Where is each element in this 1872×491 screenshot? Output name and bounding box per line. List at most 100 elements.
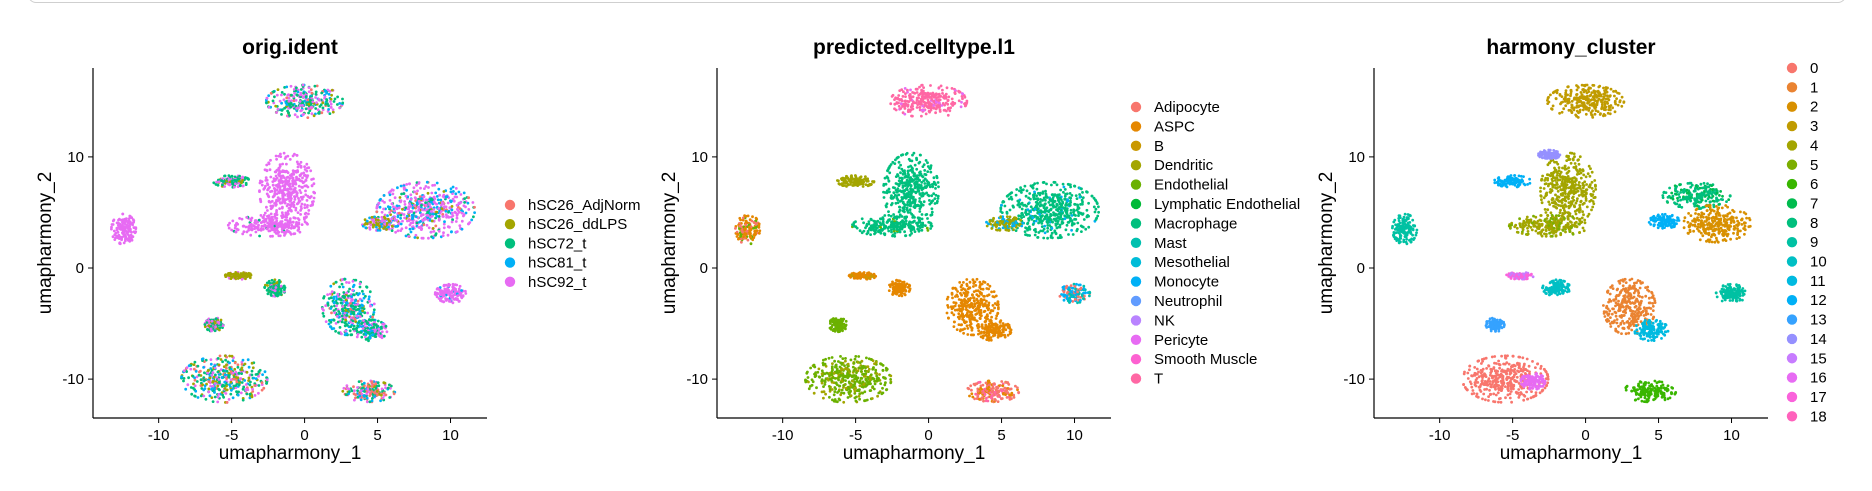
cluster-1	[882, 151, 940, 229]
data-point	[1073, 217, 1076, 221]
data-point	[329, 100, 332, 103]
data-point	[132, 219, 136, 223]
data-point	[227, 375, 231, 379]
data-point	[224, 358, 228, 362]
data-point	[397, 206, 401, 210]
data-point	[887, 213, 891, 217]
data-point	[907, 224, 910, 227]
data-point	[1069, 199, 1072, 203]
data-point	[228, 221, 232, 225]
data-point	[424, 208, 428, 212]
data-point	[897, 179, 901, 183]
data-point	[280, 206, 284, 210]
data-point	[1017, 202, 1020, 206]
data-point	[420, 203, 423, 207]
data-point	[309, 88, 313, 92]
data-point	[203, 384, 207, 388]
data-point	[262, 216, 265, 220]
data-point	[378, 224, 381, 228]
data-point	[370, 326, 373, 330]
data-point	[232, 377, 236, 381]
data-point	[1073, 209, 1076, 213]
data-point	[416, 189, 419, 193]
data-point	[254, 230, 258, 234]
data-point	[288, 177, 292, 180]
data-point	[307, 102, 311, 106]
data-point	[1075, 229, 1079, 233]
data-point	[409, 193, 413, 197]
data-point	[314, 92, 318, 96]
data-point	[268, 219, 271, 223]
data-point	[300, 108, 304, 112]
data-point	[446, 233, 450, 237]
data-point	[321, 106, 325, 110]
data-point	[268, 289, 272, 293]
data-point	[263, 285, 267, 289]
data-point	[334, 329, 337, 333]
data-point	[921, 175, 925, 179]
data-point	[290, 197, 293, 200]
data-point	[325, 91, 328, 95]
data-point	[228, 366, 232, 370]
data-point	[299, 191, 303, 195]
data-point	[460, 289, 463, 292]
cluster-2	[851, 213, 934, 238]
data-point	[207, 387, 211, 391]
data-point	[306, 194, 310, 198]
data-point	[268, 229, 272, 233]
data-point	[276, 107, 280, 111]
data-point	[348, 329, 352, 333]
data-point	[218, 354, 222, 358]
data-point	[220, 179, 224, 183]
data-point	[223, 380, 227, 384]
data-point	[890, 202, 894, 205]
data-point	[216, 357, 220, 360]
data-point	[266, 183, 270, 187]
data-point	[277, 234, 281, 238]
data-point	[916, 188, 920, 191]
data-point	[183, 369, 186, 372]
data-point	[868, 183, 871, 187]
data-point	[310, 112, 314, 116]
data-point	[247, 376, 251, 380]
data-point	[330, 311, 333, 315]
data-point	[377, 201, 381, 205]
data-point	[1065, 223, 1069, 227]
data-point	[351, 279, 355, 283]
data-point	[116, 236, 120, 240]
data-point	[199, 369, 202, 373]
data-point	[225, 401, 229, 404]
data-point	[1034, 200, 1038, 204]
data-point	[1060, 218, 1064, 221]
data-point	[267, 195, 271, 199]
data-point	[1056, 209, 1060, 213]
data-point	[294, 208, 298, 212]
data-point	[851, 184, 855, 187]
data-point	[356, 299, 360, 303]
data-point	[267, 222, 271, 226]
data-point	[368, 400, 372, 404]
data-point	[367, 318, 371, 322]
data-point	[373, 335, 377, 338]
data-point	[354, 299, 357, 303]
data-point	[396, 229, 400, 233]
data-point	[192, 386, 195, 390]
data-point	[234, 182, 237, 186]
data-point	[1040, 225, 1044, 229]
data-point	[881, 228, 885, 231]
data-point	[426, 214, 430, 217]
data-point	[305, 205, 309, 209]
data-point	[259, 214, 263, 217]
data-point	[1090, 194, 1094, 198]
data-point	[394, 206, 398, 210]
data-point	[885, 191, 889, 195]
data-point	[1085, 208, 1089, 212]
data-point	[273, 187, 277, 191]
data-point	[363, 390, 366, 393]
data-point	[293, 195, 296, 198]
data-point	[895, 224, 899, 227]
data-point	[440, 210, 443, 213]
data-point	[260, 183, 264, 187]
data-point	[435, 214, 439, 218]
panel-title: predicted.celltype.l1	[813, 36, 1015, 59]
